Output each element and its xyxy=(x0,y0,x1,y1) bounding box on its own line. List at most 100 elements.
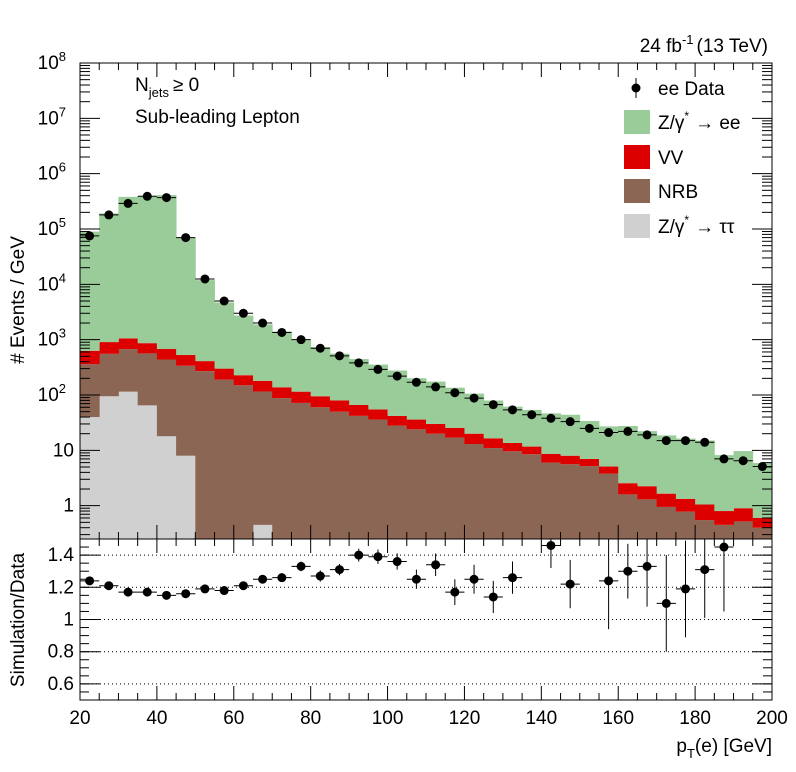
ratio-point-7 xyxy=(219,586,229,596)
stack-bar-series1-bin15 xyxy=(368,419,388,539)
stack-bar-series3-bin21 xyxy=(483,400,504,439)
ratio-gridlines xyxy=(80,554,772,685)
stack-bar-series1-bin10 xyxy=(272,398,292,539)
upper-y-tick-label-4: 104 xyxy=(38,270,66,295)
ratio-point-10 xyxy=(277,573,287,583)
ratio-y-tick-label-3: 1.2 xyxy=(48,577,74,598)
stack-bar-series1-bin18 xyxy=(426,433,446,539)
stack-bar-series1-bin35 xyxy=(752,527,773,539)
data-point-30 xyxy=(661,436,671,446)
stack-bar-series1-bin30 xyxy=(656,506,677,539)
legend-swatch-nrb xyxy=(624,179,650,203)
stack-bar-series1-bin9 xyxy=(253,391,273,525)
stack-bar-series0-bin9 xyxy=(253,524,273,539)
stack-bar-series1-bin22 xyxy=(502,451,523,539)
stack-bar-series1-bin21 xyxy=(483,448,504,539)
data-point-10 xyxy=(277,327,287,337)
stack-bar-series3-bin15 xyxy=(368,364,388,410)
stack-bar-series3-bin4 xyxy=(156,195,177,350)
ratio-point-29 xyxy=(642,561,652,571)
legend: ee Data Z/γ* → ee VV NRB Z/γ* → ττ xyxy=(624,78,740,238)
stack-bar-series2-bin0 xyxy=(80,350,100,365)
ratio-point-0 xyxy=(85,576,95,586)
ratio-points xyxy=(80,539,734,652)
upper-axis-ticks: 1 10 102 103 104 105 106 107 108 xyxy=(38,49,773,539)
ratio-point-6 xyxy=(200,584,210,594)
stack-bar-series3-bin20 xyxy=(464,393,485,434)
stack-bar-series0-bin3 xyxy=(137,405,158,539)
ratio-point-4 xyxy=(162,590,171,600)
ratio-point-11 xyxy=(296,561,306,571)
stack-bar-series1-bin23 xyxy=(522,454,542,539)
data-point-4 xyxy=(162,193,171,203)
ratio-point-15 xyxy=(373,552,383,562)
data-point-1 xyxy=(104,210,114,220)
ratio-point-28 xyxy=(623,566,633,576)
data-point-12 xyxy=(315,343,325,353)
stack-bar-series3-bin16 xyxy=(387,370,408,416)
x-tick-label-2: 60 xyxy=(223,708,244,729)
stack-bar-series2-bin32 xyxy=(695,504,715,521)
ratio-point-24 xyxy=(546,540,556,550)
stack-bar-series2-bin29 xyxy=(637,486,658,500)
njets-annotation: Njets ≥ 0 xyxy=(135,75,199,100)
stack-bar-series2-bin33 xyxy=(714,511,734,525)
ratio-point-3 xyxy=(142,587,152,597)
upper-stack-bars xyxy=(80,195,773,539)
stack-bar-series3-bin10 xyxy=(272,331,292,388)
ratio-point-25 xyxy=(565,579,575,589)
stack-bar-series1-bin28 xyxy=(618,494,638,539)
x-tick-label-5: 120 xyxy=(449,708,481,729)
stack-bar-series2-bin14 xyxy=(349,404,369,416)
stack-bar-series1-bin31 xyxy=(675,511,696,539)
ratio-point-16 xyxy=(392,557,402,567)
data-point-26 xyxy=(584,423,594,433)
data-point-28 xyxy=(623,426,633,436)
stack-bar-series3-bin14 xyxy=(349,359,369,405)
ratio-point-9 xyxy=(258,574,268,584)
stack-bar-series1-bin14 xyxy=(349,415,369,539)
stack-bar-series3-bin23 xyxy=(522,409,542,447)
ratio-point-27 xyxy=(604,576,614,586)
ratio-y-axis-title: Simulation/Data xyxy=(8,553,29,688)
data-point-24 xyxy=(546,413,556,423)
data-point-15 xyxy=(373,364,383,374)
stack-bar-series1-bin1 xyxy=(99,353,119,397)
stack-bar-series1-bin24 xyxy=(541,462,561,539)
legend-entry-vv: VV xyxy=(624,145,684,169)
upper-y-tick-label-1: 10 xyxy=(53,440,74,461)
legend-entry-ztt: Z/γ* → ττ xyxy=(624,213,735,238)
data-point-13 xyxy=(335,351,344,361)
stack-bar-series0-bin0 xyxy=(80,417,100,539)
stack-bar-series1-bin34 xyxy=(733,521,754,539)
ratio-point-8 xyxy=(238,581,248,591)
stack-bar-series1-bin11 xyxy=(291,402,312,539)
x-tick-label-1: 40 xyxy=(146,708,167,729)
stack-bar-series1-bin33 xyxy=(714,524,734,539)
stack-bar-series1-bin4 xyxy=(156,359,177,437)
ratio-point-17 xyxy=(411,574,421,584)
stack-bar-series3-bin31 xyxy=(675,438,696,499)
data-point-33 xyxy=(719,454,729,464)
stack-bar-series3-bin30 xyxy=(656,435,677,494)
legend-label-ztt: Z/γ* → ττ xyxy=(658,213,735,238)
legend-swatch-ztt xyxy=(624,214,650,238)
stack-bar-series3-bin19 xyxy=(445,387,465,428)
legend-swatch-zee xyxy=(624,110,650,134)
stack-bar-series2-bin1 xyxy=(99,342,119,354)
lumi-label: 24 fb-1 (13 TeV) xyxy=(640,32,768,57)
stack-bar-series2-bin16 xyxy=(387,415,408,426)
stack-bar-series3-bin12 xyxy=(310,347,331,397)
stack-bar-series3-bin22 xyxy=(502,406,523,443)
data-point-20 xyxy=(469,393,479,403)
stack-bar-series2-bin9 xyxy=(253,380,273,392)
ratio-point-12 xyxy=(315,571,325,581)
stack-bar-series2-bin18 xyxy=(426,423,446,434)
stack-bar-series2-bin7 xyxy=(214,368,235,380)
stack-bar-series3-bin34 xyxy=(733,451,754,509)
legend-label-vv: VV xyxy=(658,148,684,169)
stack-bar-series2-bin17 xyxy=(406,419,427,430)
stack-bar-series1-bin32 xyxy=(695,520,715,539)
upper-y-tick-label-5: 105 xyxy=(38,215,66,240)
data-point-6 xyxy=(200,274,210,284)
